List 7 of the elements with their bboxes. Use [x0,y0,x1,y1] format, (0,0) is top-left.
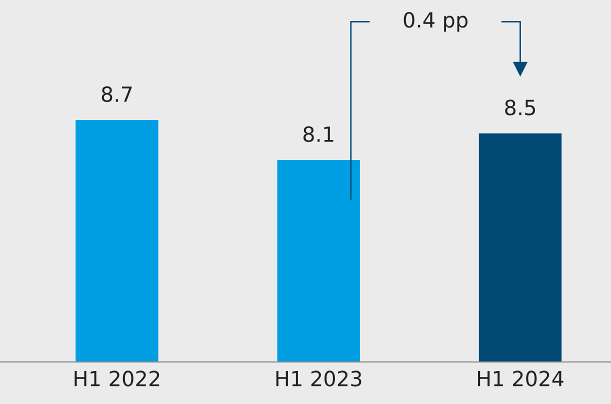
data-label: 8.5 [505,100,536,116]
annotation: 0.4 pp [404,12,468,32]
data-label: 8.1 [303,126,334,142]
x-tick-label: H1 2024 [478,370,564,386]
x-tick-label: H1 2023 [276,370,362,386]
x-tick-label: H1 2022 [74,370,160,386]
data-label: 8.7 [102,86,132,102]
